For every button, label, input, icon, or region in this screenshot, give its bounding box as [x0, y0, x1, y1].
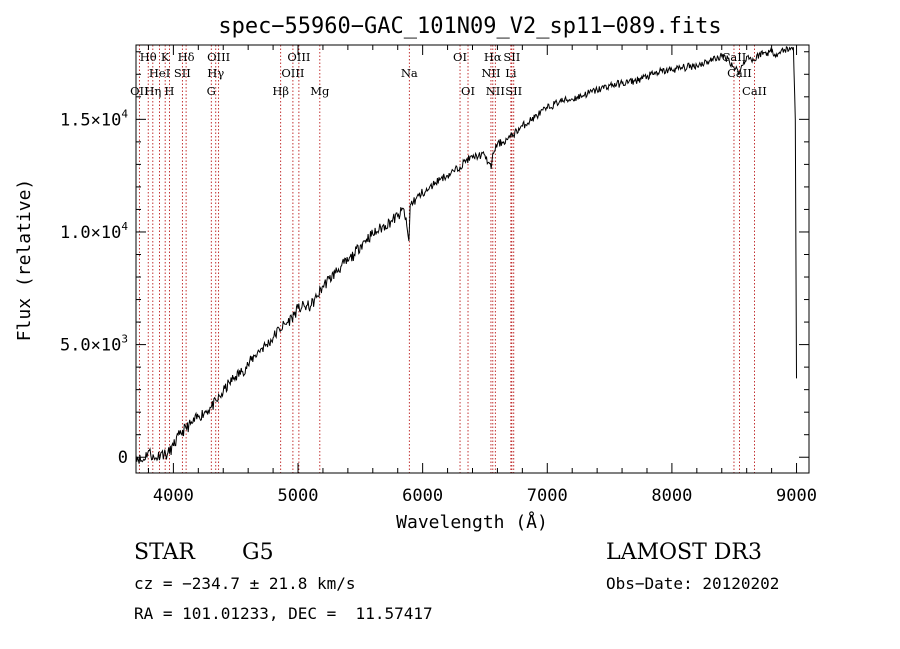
- redshift-velocity: cz = −234.7 ± 21.8 km/s: [134, 574, 356, 593]
- x-tick-label: 4000: [153, 486, 194, 506]
- x-axis-label: Wavelength (Å): [396, 511, 548, 533]
- spectral-line-label: OΙΙΙ: [287, 50, 310, 64]
- spectral-line-label: Na: [401, 66, 418, 80]
- spectral-line-label: CaΙΙ: [742, 84, 767, 98]
- spectrum-line: [135, 45, 797, 464]
- x-tick-label: 7000: [527, 486, 568, 506]
- spectral-line-label: K: [161, 50, 170, 64]
- spectral-line-label: Mg: [310, 84, 330, 98]
- spectral-line-label: OΙΙ: [130, 84, 149, 98]
- x-axis-ticks: 4000 5000 6000 7000 8000 9000: [147, 45, 817, 506]
- spectral-line-label: Li: [505, 66, 517, 80]
- y-tick-base: 1.5×10: [60, 110, 121, 130]
- spectral-line-label: Hθ: [140, 50, 157, 64]
- y-axis-label: Flux (relative): [14, 179, 35, 342]
- spectral-line-labels: OΙΙHθHηKHeΙHSΙΙHδGHγOΙΙΙHβOΙΙΙOΙΙΙMgNaOΙ…: [130, 50, 767, 98]
- spectral-line-label: H: [164, 84, 174, 98]
- spectrum-chart: spec−55960−GAC_101N09_V2_sp11−089.fits O…: [14, 14, 817, 533]
- object-class: STAR: [134, 540, 195, 565]
- spectral-line-label: CaΙΙ: [722, 50, 747, 64]
- spectral-line-label: OΙΙΙ: [207, 50, 230, 64]
- x-tick-label: 6000: [402, 486, 443, 506]
- spectral-line-label: Hβ: [272, 84, 289, 98]
- y-tick-base: 1.0×10: [60, 223, 121, 243]
- spectral-line-label: NΙΙ: [481, 66, 500, 80]
- y-tick-label: 1.0×104: [60, 220, 128, 243]
- plot-frame: [135, 44, 810, 474]
- y-tick-exponent: 4: [121, 107, 128, 120]
- spectral-line-label: SΙΙ: [505, 84, 522, 98]
- spectral-line-label: SΙΙ: [503, 50, 520, 64]
- spectral-line-label: G: [207, 84, 216, 98]
- y-tick-exponent: 4: [121, 220, 128, 233]
- spectral-line-label: SΙΙ: [174, 66, 191, 80]
- y-tick-label: 0: [118, 448, 128, 468]
- y-tick-label: 5.0×103: [60, 333, 128, 356]
- spectral-line-label: HeΙ: [149, 66, 170, 80]
- observation-date: Obs−Date: 20120202: [606, 574, 780, 593]
- spectral-line-label: OΙ: [453, 50, 467, 64]
- chart-title: spec−55960−GAC_101N09_V2_sp11−089.fits: [218, 14, 721, 39]
- y-tick-exponent: 3: [121, 333, 128, 346]
- spectral-line-label: Hη: [144, 84, 161, 98]
- x-tick-label: 8000: [651, 486, 692, 506]
- y-tick-base: 5.0×10: [60, 336, 121, 356]
- spectral-line-markers: [138, 45, 755, 473]
- spectral-line-label: OΙ: [461, 84, 475, 98]
- spectral-line-label: Hδ: [178, 50, 195, 64]
- coordinates: RA = 101.01233, DEC = 11.57417: [134, 604, 433, 623]
- spectral-line-label: Hα: [484, 50, 502, 64]
- spectral-line-label: OΙΙΙ: [281, 66, 304, 80]
- spectral-line-label: Hγ: [207, 66, 224, 80]
- y-tick-base: 0: [118, 448, 128, 468]
- spectral-line-label: NΙΙ: [486, 84, 505, 98]
- x-tick-label: 9000: [776, 486, 817, 506]
- y-tick-label: 1.5×104: [60, 107, 128, 130]
- survey-name: LAMOST DR3: [606, 540, 762, 565]
- x-tick-label: 5000: [278, 486, 319, 506]
- object-subclass: G5: [242, 540, 274, 565]
